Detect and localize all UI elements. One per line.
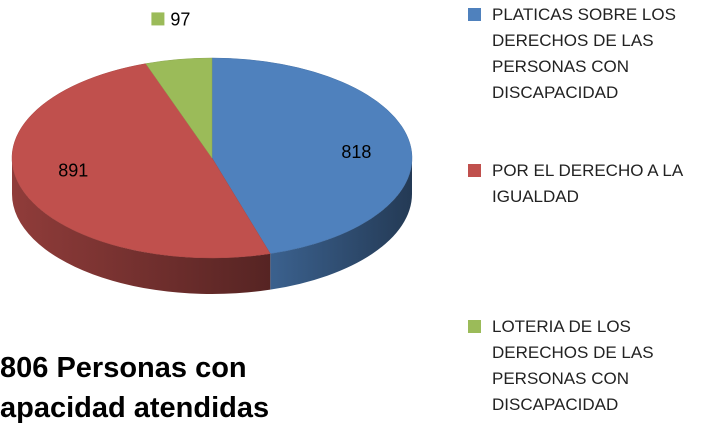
pie-side — [12, 158, 271, 294]
pie-slice — [211, 57, 413, 254]
legend-entry: PLATICAS SOBRE LOS DERECHOS DE LAS PERSO… — [468, 2, 708, 106]
legend-label: LOTERIA DE LOS DERECHOS DE LAS PERSONAS … — [492, 317, 654, 414]
value-label: 891 — [58, 160, 88, 180]
pie-side — [270, 158, 412, 290]
value-label: 818 — [341, 142, 371, 162]
legend-label: POR EL DERECHO A LA IGUALDAD — [492, 161, 683, 206]
legend-entry: POR EL DERECHO A LA IGUALDAD — [468, 158, 708, 210]
legend-label: PLATICAS SOBRE LOS DERECHOS DE LAS PERSO… — [492, 5, 676, 102]
chart-title: 806 Personas con apacidad atendidas — [0, 348, 269, 428]
legend-swatch — [468, 8, 481, 21]
title-line: 806 Personas con — [0, 352, 247, 384]
pie-slice — [11, 63, 271, 259]
title-line: apacidad atendidas — [0, 392, 270, 424]
legend-swatch — [468, 164, 481, 177]
pie-slice — [145, 57, 213, 159]
value-label: 97 — [170, 9, 190, 29]
legend-entry: LOTERIA DE LOS DERECHOS DE LAS PERSONAS … — [468, 314, 708, 418]
legend-swatch — [468, 320, 481, 333]
value-label-key — [151, 12, 165, 26]
